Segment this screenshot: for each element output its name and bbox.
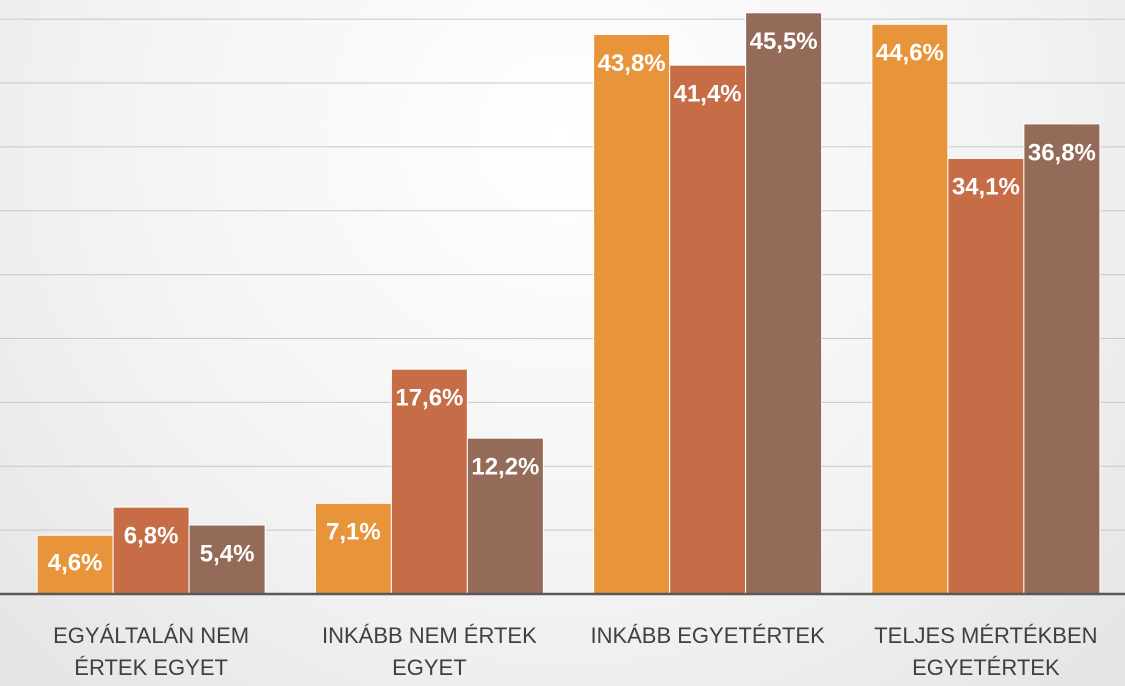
data-label: 36,8% xyxy=(1028,139,1096,166)
data-label: 5,4% xyxy=(200,540,255,567)
x-tick-label: INKÁBB EGYETÉRTEK xyxy=(590,623,825,648)
x-tick-label: EGYÁLTALÁN NEM ÉRTEK EGYET xyxy=(53,623,249,680)
data-label: 17,6% xyxy=(395,385,463,412)
x-tick-label: INKÁBB NEM ÉRTEK EGYET xyxy=(322,623,537,680)
bar xyxy=(314,502,392,595)
data-label: 34,1% xyxy=(952,174,1020,201)
bar xyxy=(112,506,190,595)
data-label: 44,6% xyxy=(876,40,944,67)
bar xyxy=(1023,123,1101,595)
data-label: 45,5% xyxy=(750,28,818,55)
bar xyxy=(745,12,823,595)
data-label: 41,4% xyxy=(674,80,742,107)
data-label: 43,8% xyxy=(598,50,666,77)
data-label: 4,6% xyxy=(48,549,103,576)
bar xyxy=(669,64,747,595)
bar xyxy=(871,23,949,595)
data-label: 7,1% xyxy=(326,519,381,546)
bar xyxy=(188,524,266,595)
bar xyxy=(947,157,1025,595)
bar xyxy=(466,437,544,595)
x-tick-label: TELJES MÉRTÉKBEN EGYETÉRTEK xyxy=(874,623,1097,680)
data-label: 6,8% xyxy=(124,522,179,549)
bar xyxy=(593,33,671,595)
data-label: 12,2% xyxy=(471,453,539,480)
